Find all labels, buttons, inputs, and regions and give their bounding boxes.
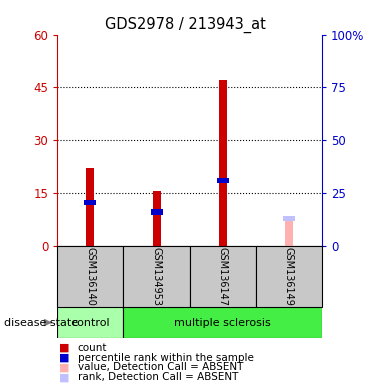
Text: control: control bbox=[71, 318, 110, 328]
Text: GDS2978 / 213943_at: GDS2978 / 213943_at bbox=[105, 17, 265, 33]
Bar bbox=[217, 178, 229, 183]
Bar bbox=[124, 307, 322, 338]
Text: rank, Detection Call = ABSENT: rank, Detection Call = ABSENT bbox=[78, 372, 238, 382]
Text: multiple sclerosis: multiple sclerosis bbox=[174, 318, 271, 328]
Text: ■: ■ bbox=[59, 372, 70, 382]
Bar bbox=[256, 246, 322, 307]
Text: GSM136140: GSM136140 bbox=[85, 247, 95, 306]
Text: ■: ■ bbox=[59, 353, 70, 362]
Text: percentile rank within the sample: percentile rank within the sample bbox=[78, 353, 253, 362]
Text: ■: ■ bbox=[59, 343, 70, 353]
Text: GSM136149: GSM136149 bbox=[284, 247, 294, 306]
Bar bbox=[57, 307, 124, 338]
Bar bbox=[84, 200, 96, 205]
Bar bbox=[152, 191, 161, 246]
Text: ■: ■ bbox=[59, 362, 70, 372]
Bar bbox=[124, 246, 189, 307]
Bar bbox=[283, 216, 295, 221]
Text: GSM136147: GSM136147 bbox=[218, 247, 228, 306]
Bar bbox=[285, 218, 293, 246]
Bar bbox=[57, 246, 124, 307]
Bar bbox=[87, 168, 94, 246]
Bar bbox=[151, 209, 162, 215]
Text: disease state: disease state bbox=[4, 318, 78, 328]
Text: value, Detection Call = ABSENT: value, Detection Call = ABSENT bbox=[78, 362, 243, 372]
Text: count: count bbox=[78, 343, 107, 353]
Bar bbox=[219, 80, 227, 246]
Bar bbox=[189, 246, 256, 307]
Text: GSM134953: GSM134953 bbox=[152, 247, 162, 306]
